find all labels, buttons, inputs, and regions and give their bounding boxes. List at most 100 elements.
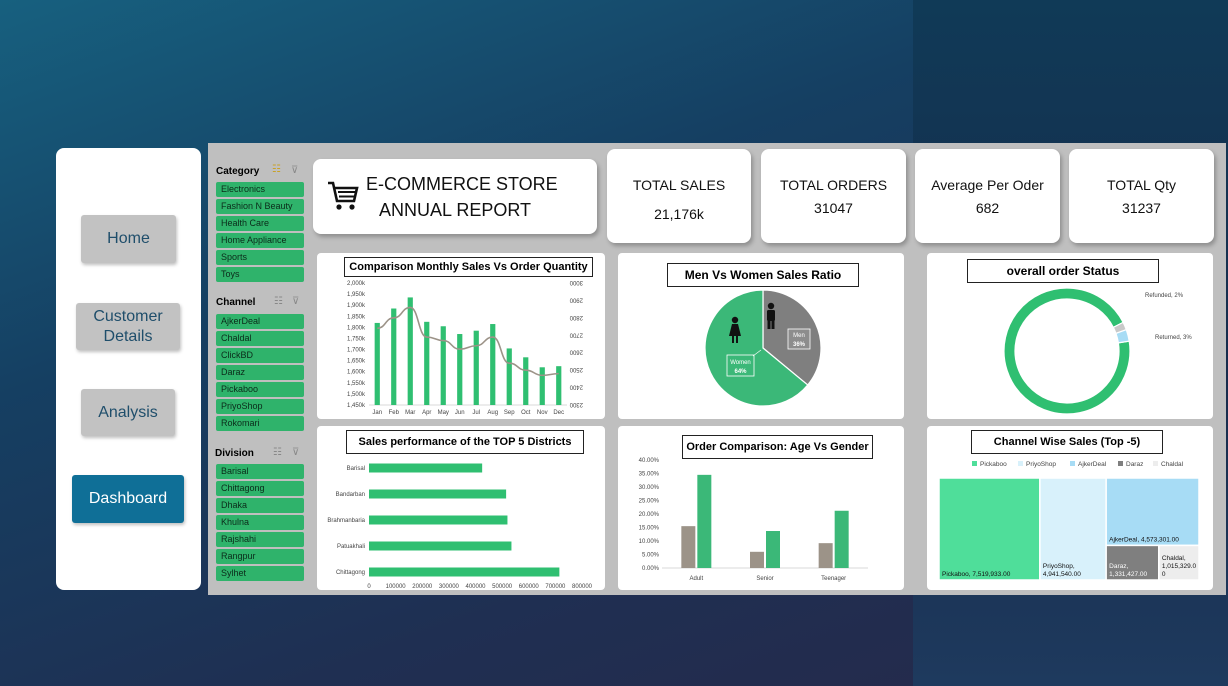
tile-label: 1,015,329.0 [1162, 563, 1197, 570]
slicer-item-category[interactable]: Electronics [216, 182, 304, 197]
y-tick-label: 15.00% [639, 526, 660, 532]
x-tick-label: 200000 [412, 584, 433, 590]
slicer-item-channel[interactable]: Chaldal [216, 331, 304, 346]
slicer-item-category[interactable]: Home Appliance [216, 233, 304, 248]
sales-bar [539, 367, 545, 405]
kpi-label: Average Per Oder [931, 177, 1044, 193]
tile-label: 0 [1162, 571, 1166, 578]
delivered-segment [1003, 287, 1131, 415]
multi-select-icon[interactable]: ☷ [273, 447, 282, 458]
x-tick-label: 300000 [439, 584, 460, 590]
kpi-value: 21,176k [654, 206, 704, 222]
district-label: Barisal [347, 466, 365, 472]
dashboard: Category ☷ ⊽ Electronics Fashion N Beauty… [208, 143, 1226, 595]
slicer-item-channel[interactable]: Pickaboo [216, 382, 304, 397]
district-bar [369, 567, 560, 577]
women-label: 64% [734, 369, 747, 375]
legend-swatch [1153, 461, 1158, 466]
category-slicer-title: Category [216, 166, 260, 177]
customer-details-button[interactable]: Customer Details [76, 303, 180, 350]
x-tick-label: 400000 [465, 584, 486, 590]
age-gender-panel: Order Comparison: Age Vs Gender 40.00% 35… [618, 426, 904, 590]
chaldal-tile [1158, 544, 1200, 581]
monthly-sales-chart: 2,000k 1,950k 1,900k 1,850k 1,800k 1,750k 1,70… [347, 279, 583, 416]
slicer-item-channel[interactable]: Daraz [216, 365, 304, 380]
women-label: Women [730, 360, 751, 366]
report-title-card: E-COMMERCE STORE ANNUAL REPORT [313, 159, 597, 234]
x-tick-label: May [438, 410, 449, 416]
slicer-item-division[interactable]: Sylhet [216, 566, 304, 581]
pickaboo-tile [938, 477, 1041, 581]
woman-icon [731, 316, 739, 324]
slicer-item-division[interactable]: Rajshahi [216, 532, 304, 547]
legend-swatch [972, 461, 977, 466]
district-bar [369, 541, 512, 551]
kpi-card-total-orders: TOTAL ORDERS 31047 [761, 149, 906, 243]
home-button[interactable]: Home [81, 215, 176, 263]
x-tick-label: Sep [504, 410, 515, 416]
y-tick-label: 1,700k [347, 348, 366, 354]
y-tick-label: 1,950k [347, 292, 366, 298]
slicer-item-category[interactable]: Health Care [216, 216, 304, 231]
multi-select-icon[interactable]: ☷ [274, 296, 283, 307]
woman-icon [732, 336, 734, 343]
chart-title: overall order Status [967, 259, 1159, 283]
men-label: 36% [793, 342, 806, 348]
ajkerdeal-tile [1105, 477, 1200, 547]
y2-tick-label: 2500 [569, 366, 583, 372]
x-tick-label: Adult [689, 576, 703, 582]
gender-pie-chart: Men 36% Women 64% [704, 289, 822, 407]
kpi-label: TOTAL SALES [632, 177, 726, 193]
women-label-box [726, 354, 755, 377]
men-label-box [787, 328, 811, 350]
dashboard-button[interactable]: Dashboard [72, 475, 184, 523]
clear-filter-icon[interactable]: ⊽ [292, 447, 300, 458]
multi-select-icon[interactable]: ☷ [272, 164, 281, 175]
x-tick-label: Jun [455, 410, 465, 416]
slicer-item-channel[interactable]: PriyoShop [216, 399, 304, 414]
kpi-card-total-qty: TOTAL Qty 31237 [1069, 149, 1214, 243]
slicer-item-division[interactable]: Khulna [216, 515, 304, 530]
man-icon [771, 320, 775, 329]
x-tick-label: Apr [422, 410, 431, 416]
slicer-item-channel[interactable]: ClickBD [216, 348, 304, 363]
age-gender-bar-chart: 40.00% 35.00% 30.00% 25.00% 20.00% 15.00% 10.0… [639, 458, 868, 582]
x-tick-label: 700000 [545, 584, 566, 590]
chart-title: Comparison Monthly Sales Vs Order Quanti… [344, 257, 593, 277]
x-tick-label: Jul [472, 410, 480, 416]
slicer-item-division[interactable]: Rangpur [216, 549, 304, 564]
slicer-item-division[interactable]: Dhaka [216, 498, 304, 513]
women-bar [834, 510, 849, 568]
analysis-button[interactable]: Analysis [81, 389, 175, 436]
y2-tick-label: 2600 [569, 349, 583, 355]
district-label: Brahmanbaria [327, 518, 365, 524]
district-label: Chittagong [336, 570, 365, 576]
x-tick-label: 800000 [572, 584, 593, 590]
slicer-item-category[interactable]: Fashion N Beauty [216, 199, 304, 214]
chart-title: Channel Wise Sales (Top -5) [971, 430, 1163, 454]
man-icon [767, 320, 771, 329]
women-slice [704, 289, 809, 407]
slicer-item-channel[interactable]: Rokomari [216, 416, 304, 431]
slicer-item-division[interactable]: Barisal [216, 464, 304, 479]
y2-tick-label: 2700 [569, 331, 583, 337]
shopping-cart-icon [328, 181, 359, 210]
clear-filter-icon[interactable]: ⊽ [292, 296, 300, 307]
kpi-value: 31237 [1122, 200, 1161, 216]
women-bar [766, 531, 780, 568]
slicer-item-category[interactable]: Sports [216, 250, 304, 265]
clear-filter-icon[interactable]: ⊽ [291, 165, 299, 176]
sales-bar [391, 308, 397, 405]
y-tick-label: 1,750k [347, 336, 366, 342]
district-bar [369, 515, 508, 525]
slicer-item-division[interactable]: Chittagong [216, 481, 304, 496]
slicer-item-category[interactable]: Toys [216, 267, 304, 282]
order-status-panel: overall order Status Refunded, 2% Returne… [927, 253, 1213, 419]
district-bar [369, 463, 483, 473]
x-tick-label: 600000 [519, 584, 540, 590]
sales-bar [407, 297, 413, 405]
legend-label: AjkerDeal [1078, 461, 1107, 468]
slicer-item-channel[interactable]: AjkerDeal [216, 314, 304, 329]
kpi-value: 31047 [814, 200, 853, 216]
tile-label: AjkerDeal, 4,573,301.00 [1109, 536, 1179, 543]
